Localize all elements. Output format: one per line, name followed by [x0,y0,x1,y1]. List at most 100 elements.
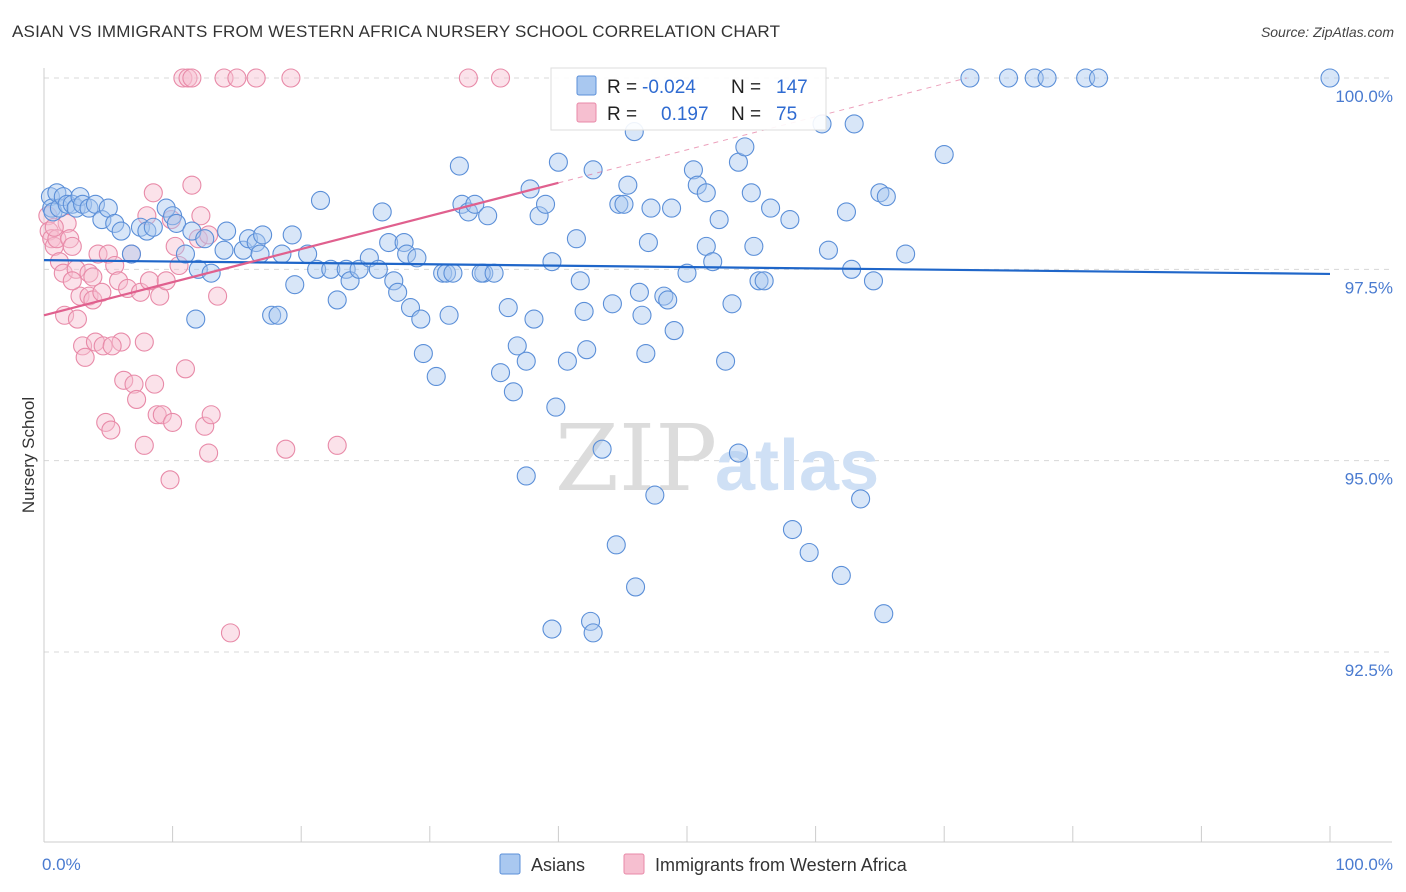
immigrants-point [183,176,201,194]
asians-point [373,203,391,221]
legend-label-immigrants: Immigrants from Western Africa [655,855,908,875]
asians-point [328,291,346,309]
asians-point [584,161,602,179]
immigrants-point [164,413,182,431]
asians-point [575,302,593,320]
asians-point [479,207,497,225]
immigrants-point [221,624,239,642]
immigrants-point [228,69,246,87]
stats-immigrants-r: 0.197 [661,104,709,125]
immigrants-point [282,69,300,87]
legend-swatch-asians [500,854,520,874]
asians-point [450,157,468,175]
asians-point [558,352,576,370]
immigrants-point [157,272,175,290]
immigrants-point [128,390,146,408]
asians-point [1000,69,1018,87]
legend: Asians Immigrants from Western Africa [500,854,908,875]
asians-point [1321,69,1339,87]
stats-box: R = -0.024 N = 147 R = 0.197 N = 75 [551,68,826,130]
immigrants-point [183,69,201,87]
stats-immigrants-n: 75 [776,104,797,125]
y-tick-label-2: 97.5% [1345,278,1393,297]
asians-point [800,544,818,562]
asians-point [218,222,236,240]
series-asians-points [41,69,1339,642]
asians-point [311,191,329,209]
asians-point [485,264,503,282]
series-immigrants-points [39,69,510,642]
asians-point [414,345,432,363]
asians-point [567,230,585,248]
stats-swatch-immigrants [577,103,596,122]
asians-point [196,230,214,248]
immigrants-point [63,272,81,290]
asians-point [549,153,567,171]
y-tick-label-0: 92.5% [1345,661,1393,680]
asians-point [845,115,863,133]
immigrants-point [176,360,194,378]
asians-point [571,272,589,290]
asians-point [852,490,870,508]
immigrants-point [84,268,102,286]
stats-asians-n: 147 [776,77,808,98]
immigrants-point [209,287,227,305]
asians-point [427,367,445,385]
asians-point [283,226,301,244]
immigrants-point [328,436,346,454]
asians-point [584,624,602,642]
immigrants-point [146,375,164,393]
asians-point [389,283,407,301]
asians-point [619,176,637,194]
stats-asians-n-label: N = [731,77,761,98]
asians-point [742,184,760,202]
asians-point [736,138,754,156]
asians-point [875,605,893,623]
asians-point [412,310,430,328]
asians-point [176,245,194,263]
asians-point [659,291,677,309]
asians-point [517,467,535,485]
asians-point [440,306,458,324]
asians-point [615,195,633,213]
immigrants-point [492,69,510,87]
asians-point [897,245,915,263]
asians-point [637,345,655,363]
stats-asians-r-label: R = [607,77,637,98]
stats-immigrants-n-label: N = [731,104,761,125]
asians-point [525,310,543,328]
x-tick-label-1: 100.0% [1335,855,1393,874]
asians-point [783,521,801,539]
immigrants-point [135,436,153,454]
asians-point [1090,69,1108,87]
asians-point [537,195,555,213]
stats-swatch-asians [577,76,596,95]
immigrants-point [144,184,162,202]
chart-canvas: ZIP atlas 92.5%95.0%97.5%100.0% 0.0% 100.… [0,0,1406,892]
asians-point [607,536,625,554]
stats-asians-r: -0.024 [642,77,696,98]
asians-point [717,352,735,370]
asians-point [578,341,596,359]
immigrants-point [76,348,94,366]
immigrants-point [459,69,477,87]
immigrants-point [63,237,81,255]
asians-point [864,272,882,290]
asians-point [593,440,611,458]
asians-point [755,272,773,290]
asians-point [665,322,683,340]
asians-point [639,234,657,252]
asians-point [642,199,660,217]
asians-point [286,276,304,294]
immigrants-point [247,69,265,87]
asians-point [603,295,621,313]
asians-point [961,69,979,87]
immigrants-trend-line [44,183,558,315]
asians-point [819,241,837,259]
asians-point [1038,69,1056,87]
y-tick-label-1: 95.0% [1345,470,1393,489]
immigrants-point [200,444,218,462]
y-tick-label-3: 100.0% [1335,87,1393,106]
asians-point [547,398,565,416]
asians-point [729,444,747,462]
